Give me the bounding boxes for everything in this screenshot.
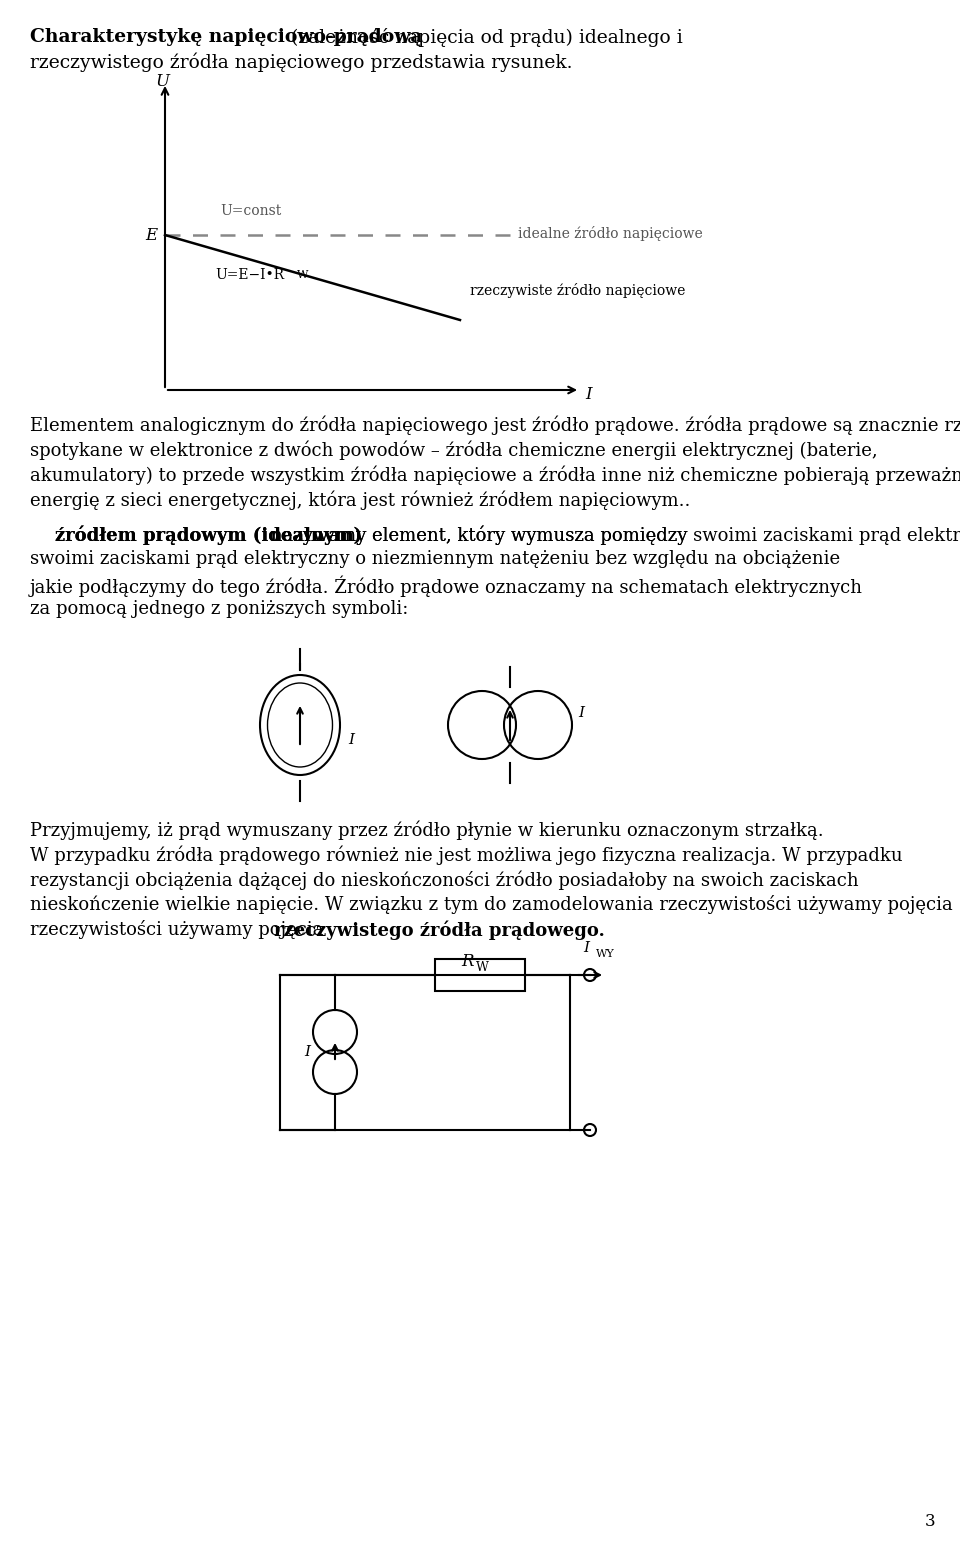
Text: WY: WY xyxy=(596,950,614,959)
Text: I: I xyxy=(348,733,354,747)
Text: I: I xyxy=(578,706,584,720)
Text: rzeczywistego źródła napięciowego przedstawia rysunek.: rzeczywistego źródła napięciowego przeds… xyxy=(30,53,572,71)
Text: Elementem analogicznym do źródła napięciowego jest źródło prądowe. źródła prądow: Elementem analogicznym do źródła napięci… xyxy=(30,415,960,435)
Text: I: I xyxy=(304,1046,310,1060)
Text: źródłem prądowym (idealnym): źródłem prądowym (idealnym) xyxy=(30,525,362,545)
Text: E: E xyxy=(145,226,157,243)
Text: W przypadku źródła prądowego również nie jest możliwa jego fizyczna realizacja. : W przypadku źródła prądowego również nie… xyxy=(30,846,902,864)
Text: Przyjmujemy, iż prąd wymuszany przez źródło płynie w kierunku oznaczonym strzałk: Przyjmujemy, iż prąd wymuszany przez źró… xyxy=(30,819,824,840)
Text: I: I xyxy=(583,940,589,956)
Text: Charakterystykę napięciowo-prądową: Charakterystykę napięciowo-prądową xyxy=(30,28,422,46)
Text: (zależność napięcia od prądu) idealnego i: (zależność napięcia od prądu) idealnego … xyxy=(285,28,683,46)
Text: rezystancji obciążenia dążącej do nieskończoności źródło posiadałoby na swoich z: rezystancji obciążenia dążącej do niesko… xyxy=(30,871,858,889)
Text: jakie podłączymy do tego źródła. Źródło prądowe oznaczamy na schematach elektryc: jakie podłączymy do tego źródła. Źródło … xyxy=(30,575,863,596)
Bar xyxy=(435,959,525,991)
Text: nieskończenie wielkie napięcie. W związku z tym do zamodelowania rzeczywistości : nieskończenie wielkie napięcie. W związk… xyxy=(30,895,952,914)
Text: rzeczywiste źródło napięciowe: rzeczywiste źródło napięciowe xyxy=(470,282,685,297)
Text: U: U xyxy=(155,73,169,90)
Text: swoimi zaciskami prąd elektryczny o niezmiennym natężeniu bez względu na obciąże: swoimi zaciskami prąd elektryczny o niez… xyxy=(30,550,840,568)
Text: akumulatory) to przede wszystkim źródła napięciowe a źródła inne niż chemiczne p: akumulatory) to przede wszystkim źródła … xyxy=(30,465,960,485)
Text: I: I xyxy=(585,386,591,403)
Text: nazywamy element, który wymusza pomiędzy swoimi zaciskami prąd elektryczny o nie: nazywamy element, który wymusza pomiędzy… xyxy=(265,525,960,545)
Circle shape xyxy=(584,1125,596,1135)
Text: źródłem prądowym (idealnym): źródłem prądowym (idealnym) xyxy=(30,525,362,545)
Text: za pomocą jednego z poniższych symboli:: za pomocą jednego z poniższych symboli: xyxy=(30,599,408,618)
Text: rzeczywistości używamy pojęcia: rzeczywistości używamy pojęcia xyxy=(30,920,329,939)
Text: U=const: U=const xyxy=(220,204,281,218)
Text: spotykane w elektronice z dwóch powodów – źródła chemiczne energii elektrycznej : spotykane w elektronice z dwóch powodów … xyxy=(30,440,877,460)
Text: W: W xyxy=(476,960,489,974)
Text: 3: 3 xyxy=(924,1513,935,1530)
Text: W: W xyxy=(297,270,308,280)
Text: rzeczywistego źródła prądowego.: rzeczywistego źródła prądowego. xyxy=(274,920,605,940)
Text: nazywamy element, który wymusza pomiędzy: nazywamy element, który wymusza pomiędzy xyxy=(265,525,687,545)
Circle shape xyxy=(584,970,596,981)
Text: R: R xyxy=(462,953,474,970)
Text: U=E−I•R: U=E−I•R xyxy=(215,268,284,282)
Text: idealne źródło napięciowe: idealne źródło napięciowe xyxy=(518,226,703,240)
Text: energię z sieci energetycznej, która jest również źródłem napięciowym..: energię z sieci energetycznej, która jes… xyxy=(30,489,690,510)
